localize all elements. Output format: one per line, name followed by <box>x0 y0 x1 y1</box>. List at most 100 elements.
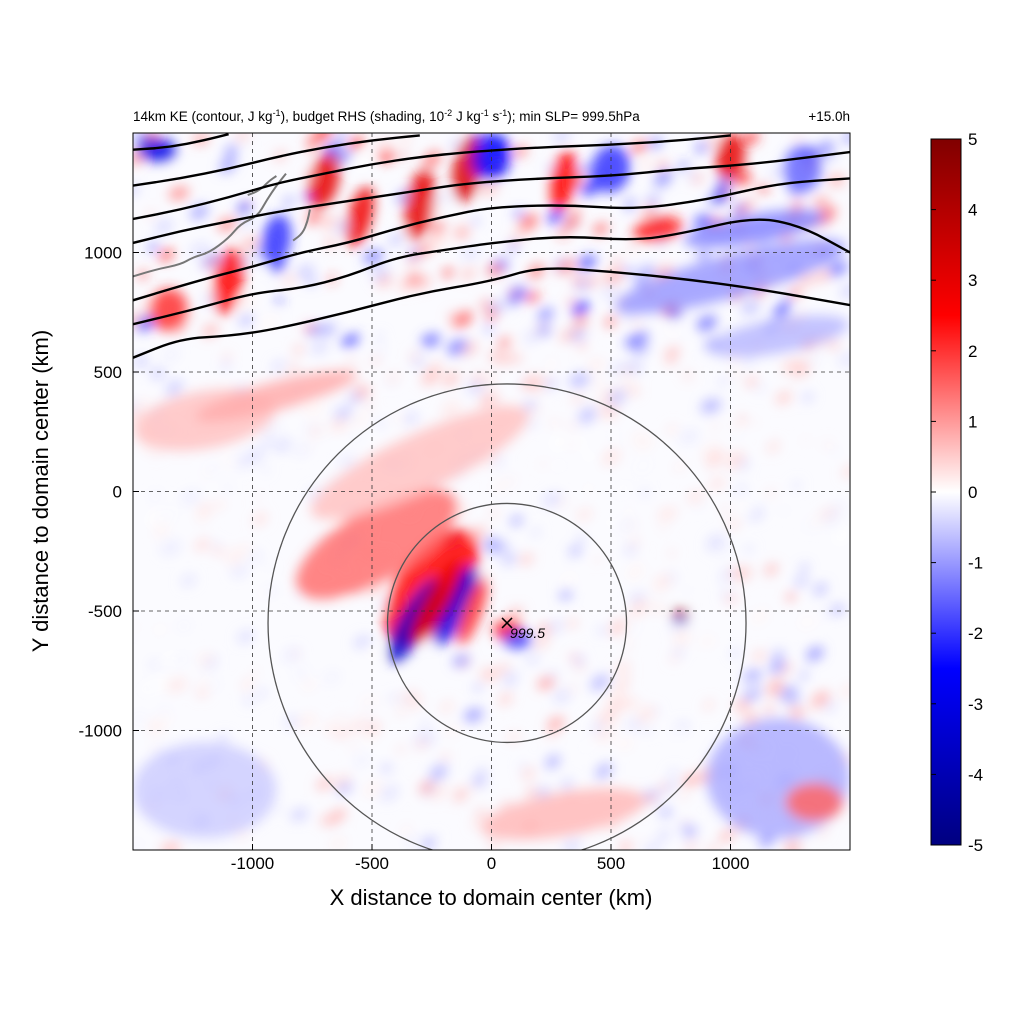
shading-cell <box>679 822 690 830</box>
shading-cell <box>814 583 827 596</box>
time-label: +15.0h <box>808 109 850 124</box>
shading-cell <box>479 299 492 310</box>
shading-cell <box>213 500 225 511</box>
shading-cell <box>477 768 487 775</box>
shading-cell <box>569 373 590 387</box>
shading-cell <box>519 762 527 770</box>
shading-cell <box>811 691 830 709</box>
shading-cell <box>133 713 146 724</box>
shading-cell <box>429 764 448 782</box>
shading-cell <box>735 171 752 186</box>
shading-cell <box>572 300 589 316</box>
y-tick-label: 0 <box>113 483 122 502</box>
shading-cell <box>439 700 454 713</box>
shading-cell <box>624 545 637 555</box>
shading-cell <box>709 447 724 460</box>
shading-cell <box>252 512 268 526</box>
shading-cell <box>580 164 591 173</box>
shading-cell <box>453 788 468 802</box>
shading-cell <box>693 214 713 227</box>
shading-cell <box>293 344 304 355</box>
shading-cell <box>475 808 486 818</box>
shading-cell <box>455 313 464 319</box>
shading-cell <box>582 483 595 494</box>
shading-cell <box>503 672 518 687</box>
shading-cell <box>480 669 491 677</box>
shading-cell <box>155 219 173 234</box>
shading-cell <box>224 484 232 491</box>
shading-cell <box>442 753 449 760</box>
shading-cell <box>243 695 255 705</box>
shading-cell <box>753 651 766 661</box>
shading-cell <box>636 279 645 287</box>
shading-cell <box>547 209 564 224</box>
shading-anomaly <box>137 137 177 162</box>
shading-cell <box>647 195 659 206</box>
y-tick-label: 500 <box>94 363 122 382</box>
shading-cell <box>734 429 743 439</box>
shading-cell <box>497 494 507 502</box>
shading-cell <box>359 694 375 708</box>
shading-cell <box>706 534 724 550</box>
shading-cell <box>393 414 405 424</box>
shading-cell <box>472 373 483 383</box>
shading-cell <box>371 357 380 364</box>
shading-cell <box>842 465 850 478</box>
ke-contour-line <box>133 133 229 151</box>
shading-cell <box>559 330 575 342</box>
shading-cell <box>773 302 790 319</box>
shading-anomaly <box>133 742 277 839</box>
shading-anomaly <box>503 630 533 650</box>
shading-cell <box>606 695 628 710</box>
shading-cell <box>288 364 298 371</box>
colorbar-tick-label: -5 <box>968 836 983 855</box>
shading-cell <box>613 481 632 498</box>
shading-cell <box>523 331 540 343</box>
shading-cell <box>488 840 497 847</box>
shading-cell <box>568 421 577 430</box>
shading-cell <box>395 708 406 717</box>
x-tick-label: -500 <box>355 854 389 873</box>
colorbar-ticks: 5 4 3 2 1 0 -1 -2 -3 -4 -5 <box>931 130 983 855</box>
shading-cell <box>148 660 160 669</box>
shading-cell <box>310 340 329 355</box>
shading-cell <box>381 764 392 772</box>
shading-cell <box>511 354 523 364</box>
shading-cell <box>522 768 535 779</box>
shading-cell <box>525 292 540 302</box>
shading-cell <box>300 402 315 412</box>
shading-cell <box>508 296 518 306</box>
shading-cell <box>594 557 602 563</box>
shading-cell <box>283 196 294 207</box>
shading-cell <box>526 654 539 664</box>
shading-cell <box>336 220 349 234</box>
shading-cell <box>413 357 426 367</box>
shading-cell <box>347 357 356 364</box>
shading-cell <box>806 646 824 661</box>
shading-cell <box>376 420 385 428</box>
shading-cell <box>566 618 578 628</box>
shading-anomaly <box>261 214 292 267</box>
shading-cell <box>632 321 641 327</box>
shading-cell <box>134 397 150 411</box>
shading-cell <box>630 538 640 547</box>
shading-cell <box>297 713 318 729</box>
shading-cell <box>742 133 760 145</box>
shading-cell <box>815 270 831 282</box>
x-axis-label: X distance to domain center (km) <box>330 885 653 910</box>
shading-cell <box>678 792 690 800</box>
shading-cell <box>505 732 522 743</box>
shading-cell <box>600 709 619 724</box>
shading-cell <box>534 386 543 393</box>
y-tick-label: 1000 <box>84 244 122 263</box>
shading-cell <box>440 401 461 417</box>
shading-cell <box>321 214 338 231</box>
shading-anomaly <box>296 489 458 600</box>
shading-cell <box>504 476 512 483</box>
shading-cell <box>241 237 259 251</box>
shading-cell <box>818 700 826 706</box>
shading-cell <box>694 501 703 510</box>
shading-field <box>133 133 850 850</box>
shading-cell <box>434 234 451 250</box>
